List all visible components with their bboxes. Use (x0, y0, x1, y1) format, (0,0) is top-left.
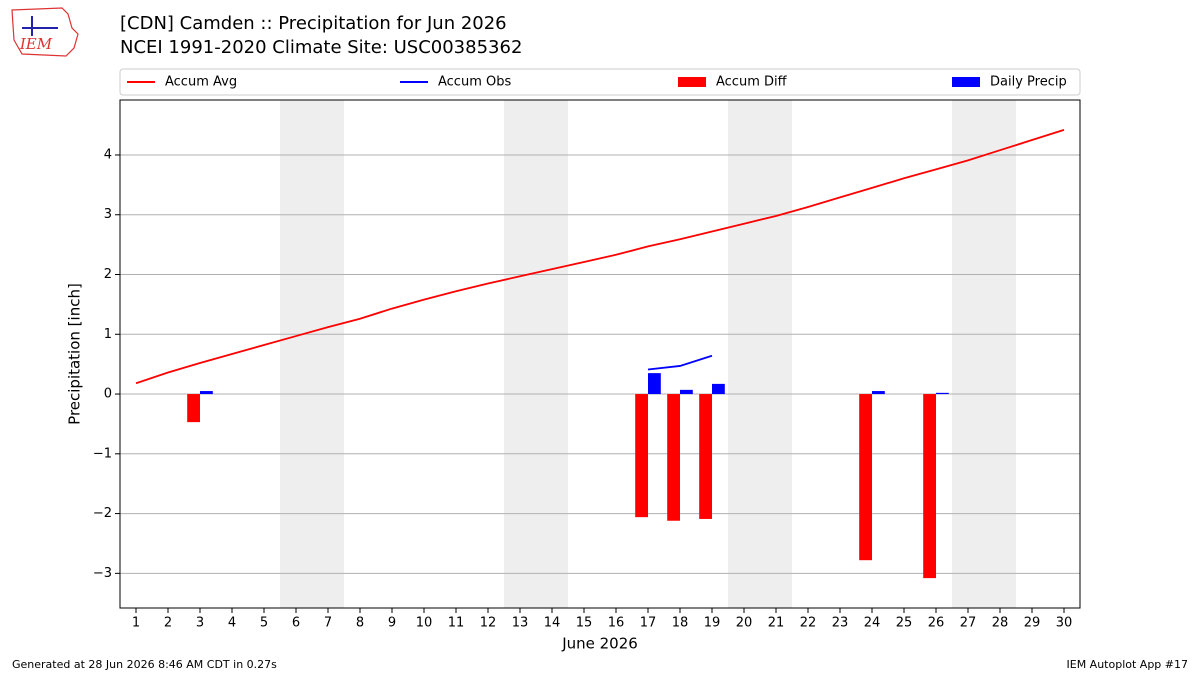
weekend-band (504, 100, 568, 608)
y-tick-label: 4 (104, 147, 112, 162)
logo: IEM (11, 7, 79, 57)
x-tick-label: 22 (800, 616, 817, 631)
x-tick-label: 20 (736, 616, 753, 631)
bar (936, 392, 949, 395)
x-tick-label: 18 (672, 616, 689, 631)
bar (699, 394, 712, 519)
bar (200, 391, 213, 395)
line-0 (135, 129, 1065, 385)
bar (712, 383, 725, 395)
bar (667, 394, 680, 521)
x-tick-label: 4 (228, 616, 236, 631)
bar (859, 394, 872, 561)
x-tick-label: 26 (928, 616, 945, 631)
x-tick-label: 30 (1056, 616, 1073, 631)
bar (923, 394, 936, 579)
legend-label: Daily Precip (990, 75, 1067, 90)
x-tick-label: 16 (608, 616, 625, 631)
chart-subtitle: NCEI 1991-2020 Climate Site: USC00385362 (120, 37, 522, 58)
bar (872, 391, 885, 395)
x-tick-label: 1 (132, 616, 140, 631)
x-tick-label: 8 (356, 616, 364, 631)
x-tick-label: 15 (576, 616, 593, 631)
legend-label: Accum Avg (165, 75, 237, 90)
chart-title: [CDN] Camden :: Precipitation for Jun 20… (120, 13, 507, 34)
x-tick-label: 10 (416, 616, 433, 631)
x-tick-label: 7 (324, 616, 332, 631)
y-tick-label: 1 (104, 327, 112, 342)
y-tick-label: 2 (104, 267, 112, 282)
x-tick-label: 11 (448, 616, 465, 631)
legend-swatch (952, 77, 980, 87)
y-tick-label: 3 (104, 207, 112, 222)
bar (680, 389, 693, 395)
plot-frame (119, 99, 1081, 609)
weekend-band (952, 100, 1016, 608)
y-tick-label: 0 (104, 387, 112, 402)
x-tick-label: 14 (544, 616, 561, 631)
x-tick-label: 19 (704, 616, 721, 631)
weekend-band (280, 100, 344, 608)
x-tick-label: 13 (512, 616, 529, 631)
legend-swatch (678, 77, 706, 87)
bar (635, 394, 648, 518)
legend (119, 68, 1081, 96)
x-tick-label: 28 (992, 616, 1009, 631)
x-tick-label: 2 (164, 616, 172, 631)
x-tick-label: 6 (292, 616, 300, 631)
logo-text: IEM (19, 35, 53, 53)
x-tick-label: 27 (960, 616, 977, 631)
x-tick-label: 21 (768, 616, 785, 631)
bar (648, 373, 661, 395)
footer-right: IEM Autoplot App #17 (1067, 658, 1189, 671)
x-tick-label: 9 (388, 616, 396, 631)
weekend-band (728, 100, 792, 608)
x-tick-label: 24 (864, 616, 881, 631)
footer-left: Generated at 28 Jun 2026 8:46 AM CDT in … (12, 658, 277, 671)
y-axis-label: Precipitation [inch] (66, 283, 84, 425)
y-tick-label: −3 (93, 566, 112, 581)
x-tick-label: 12 (480, 616, 497, 631)
x-tick-label: 29 (1024, 616, 1041, 631)
x-tick-label: 23 (832, 616, 849, 631)
bar (187, 394, 200, 423)
x-tick-label: 25 (896, 616, 913, 631)
x-axis-label: June 2026 (561, 635, 638, 653)
x-tick-label: 5 (260, 616, 268, 631)
x-tick-label: 17 (640, 616, 657, 631)
legend-label: Accum Obs (438, 75, 511, 90)
y-tick-label: −2 (93, 506, 112, 521)
line-1 (647, 354, 713, 371)
x-tick-label: 3 (196, 616, 204, 631)
legend-label: Accum Diff (716, 75, 788, 90)
y-tick-label: −1 (93, 446, 112, 461)
